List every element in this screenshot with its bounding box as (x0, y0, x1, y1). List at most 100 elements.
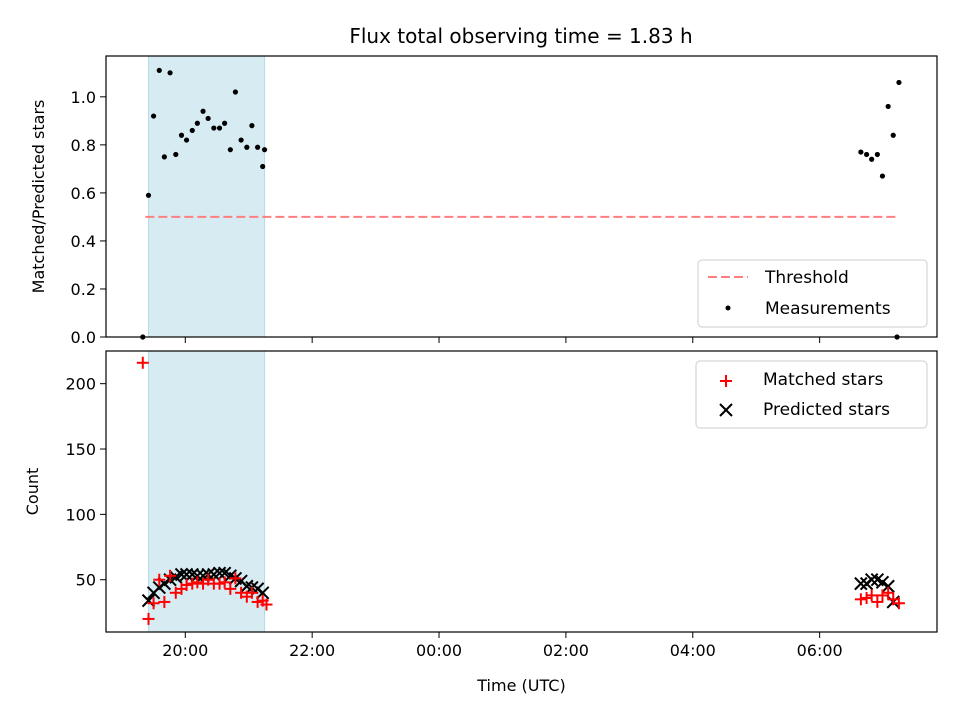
bottom-x-tick-label: 04:00 (670, 641, 716, 660)
top-panel: 0.0 0.2 0.4 0.6 0.8 1.0 Matched/Predicted sta… (29, 55, 938, 347)
predicted-star-stroke (875, 575, 890, 590)
measurement-points (140, 67, 902, 340)
matched-star-marker (245, 586, 258, 599)
top-plot-frame (105, 55, 938, 338)
bottom-x-tick-label: 02:00 (543, 641, 589, 660)
bottom-x-tick-label: 00:00 (416, 641, 462, 660)
measurement-point (874, 151, 880, 158)
predicted-star-marker (185, 567, 199, 582)
matched-star-marker (251, 595, 264, 608)
measurement-point (178, 132, 185, 138)
bottom-y-tick-label: 200 (65, 375, 96, 394)
measurement-point (249, 123, 255, 129)
measurement-point (863, 151, 870, 158)
measurement-point (227, 147, 233, 153)
predicted-star-stroke (196, 569, 210, 583)
bottom-x-tick-label: 06:00 (797, 641, 843, 660)
matched-star-marker (218, 576, 231, 589)
measurement-point (238, 137, 244, 143)
predicted-star-marker (255, 586, 270, 600)
measurement-point (222, 120, 228, 126)
matched-star-marker (158, 595, 171, 608)
bottom-panel: 20:00 22:00 00:00 02:00 04:00 06:00 50 100 150 2… (23, 350, 938, 695)
matched-star-marker (892, 597, 905, 610)
predicted-star-stroke (157, 576, 172, 591)
legend-matched-label: Matched stars (763, 370, 883, 390)
predicted-stars-markers (141, 566, 900, 609)
predicted-star-stroke (179, 567, 194, 582)
bottom-x-tick-label: 22:00 (289, 641, 335, 660)
top-legend: Threshold Measurements (697, 259, 928, 328)
measurement-point (200, 108, 206, 114)
predicted-star-stroke (854, 576, 868, 591)
predicted-star-marker (240, 579, 254, 593)
legend-predicted-swatch (719, 403, 733, 417)
matched-star-marker (229, 572, 242, 585)
matched-stars-markers (136, 356, 905, 625)
measurement-point (869, 156, 875, 162)
matched-star-marker (860, 592, 873, 605)
bottom-shaded-interval (148, 350, 266, 633)
measurement-point (173, 151, 179, 158)
measurement-point (890, 132, 896, 138)
predicted-star-stroke (240, 579, 254, 593)
measurement-point (211, 125, 217, 131)
bottom-x-axis-label: Time (UTC) (476, 676, 565, 695)
legend-measurements-label: Measurements (765, 299, 891, 319)
predicted-star-marker (141, 593, 156, 608)
matched-star-marker (260, 598, 273, 611)
predicted-star-stroke (212, 566, 227, 580)
matched-star-marker (191, 576, 204, 589)
bottom-plot-frame (105, 350, 938, 633)
measurement-point (255, 144, 261, 150)
predicted-star-marker (875, 575, 890, 590)
predicted-star-stroke (141, 593, 156, 608)
predicted-star-stroke (217, 566, 232, 580)
measurement-point (161, 154, 167, 160)
matched-star-marker (180, 578, 193, 591)
measurement-point (244, 144, 250, 150)
measurement-point (145, 192, 152, 198)
top-y-axis-label: Matched/Predicted stars (29, 100, 48, 294)
matched-star-marker (213, 577, 226, 590)
top-y-tick-label: 1.0 (71, 88, 96, 107)
top-y-tick-label: 0.6 (71, 184, 96, 203)
matched-star-marker (153, 573, 166, 586)
predicted-star-marker (190, 569, 205, 583)
top-y-axis: 0.0 0.2 0.4 0.6 0.8 1.0 (71, 88, 106, 347)
top-y-tick-label: 0.8 (71, 136, 96, 155)
measurement-point (879, 173, 886, 179)
predicted-star-marker (854, 576, 868, 591)
predicted-star-marker (881, 579, 895, 593)
predicted-star-marker (212, 566, 227, 580)
matched-star-marker (876, 589, 889, 602)
top-shaded-interval (148, 55, 266, 338)
legend-threshold-label: Threshold (764, 268, 849, 288)
bottom-y-tick-label: 100 (65, 505, 96, 524)
matched-star-marker (882, 586, 895, 599)
measurement-point (896, 79, 902, 86)
chart-title: Flux total observing time = 1.83 h (349, 24, 692, 48)
matched-star-marker (164, 569, 177, 582)
predicted-star-stroke (223, 569, 238, 583)
top-y-tick-label: 0.4 (71, 232, 96, 251)
predicted-star-stroke (255, 586, 270, 600)
matched-star-marker (186, 577, 199, 590)
measurement-point (260, 163, 266, 170)
measurement-point (150, 113, 157, 119)
bottom-y-axis-label: Count (23, 468, 42, 516)
predicted-star-stroke (881, 579, 895, 593)
top-x-axis (184, 337, 821, 343)
matched-star-marker (224, 582, 237, 595)
measurement-point (232, 89, 239, 95)
bottom-x-tick-label: 20:00 (162, 641, 208, 660)
bottom-x-axis: 20:00 22:00 00:00 02:00 04:00 06:00 (162, 632, 843, 660)
measurement-point (885, 103, 891, 110)
predicted-star-stroke (185, 567, 199, 582)
measurement-point (189, 127, 195, 134)
matched-star-marker (147, 597, 160, 610)
legend-matched-swatch (720, 375, 732, 387)
matched-star-marker (854, 593, 867, 606)
